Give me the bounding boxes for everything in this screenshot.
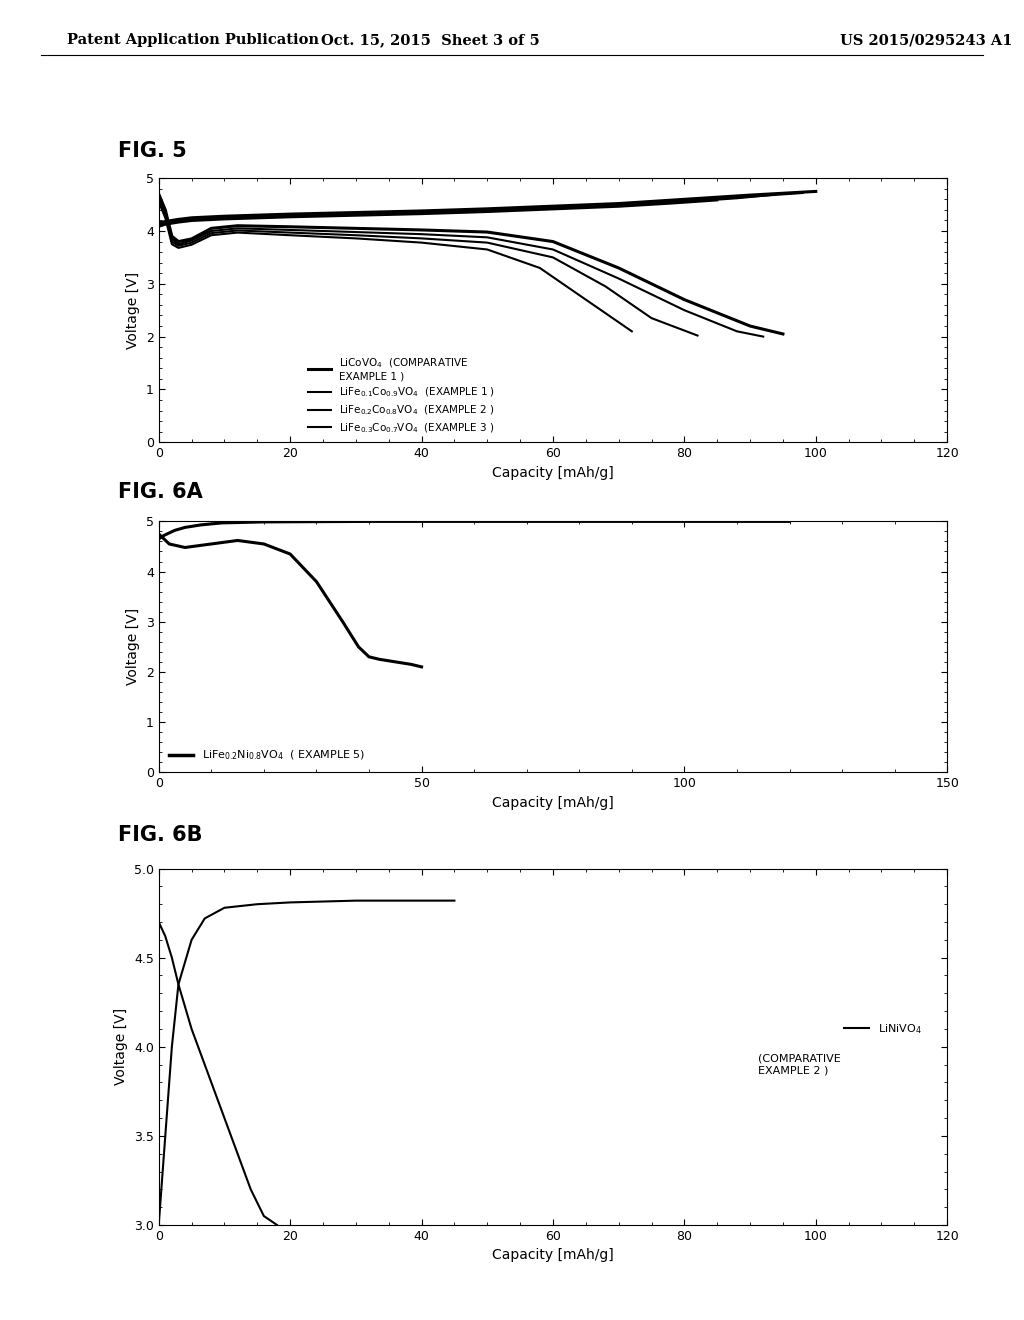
Text: US 2015/0295243 A1: US 2015/0295243 A1	[840, 33, 1012, 48]
Legend: LiFe$_{0.2}$Ni$_{0.8}$VO$_4$  ( EXAMPLE 5): LiFe$_{0.2}$Ni$_{0.8}$VO$_4$ ( EXAMPLE 5…	[164, 744, 370, 767]
Legend: LiNiVO$_4$: LiNiVO$_4$	[840, 1018, 926, 1040]
Y-axis label: Voltage [V]: Voltage [V]	[126, 609, 140, 685]
Text: FIG. 6A: FIG. 6A	[118, 482, 203, 502]
Text: FIG. 6B: FIG. 6B	[118, 825, 203, 845]
Legend: LiCoVO$_4$  (COMPARATIVE
EXAMPLE 1 ), LiFe$_{0.1}$Co$_{0.9}$VO$_4$  (EXAMPLE 1 ): LiCoVO$_4$ (COMPARATIVE EXAMPLE 1 ), LiF…	[306, 354, 498, 437]
X-axis label: Capacity [mAh/g]: Capacity [mAh/g]	[493, 1249, 613, 1262]
Text: Oct. 15, 2015  Sheet 3 of 5: Oct. 15, 2015 Sheet 3 of 5	[321, 33, 540, 48]
Y-axis label: Voltage [V]: Voltage [V]	[126, 272, 140, 348]
X-axis label: Capacity [mAh/g]: Capacity [mAh/g]	[493, 466, 613, 479]
X-axis label: Capacity [mAh/g]: Capacity [mAh/g]	[493, 796, 613, 809]
Text: (COMPARATIVE
EXAMPLE 2 ): (COMPARATIVE EXAMPLE 2 )	[758, 1053, 841, 1076]
Text: FIG. 5: FIG. 5	[118, 141, 186, 161]
Text: Patent Application Publication: Patent Application Publication	[67, 33, 318, 48]
Y-axis label: Voltage [V]: Voltage [V]	[115, 1008, 128, 1085]
